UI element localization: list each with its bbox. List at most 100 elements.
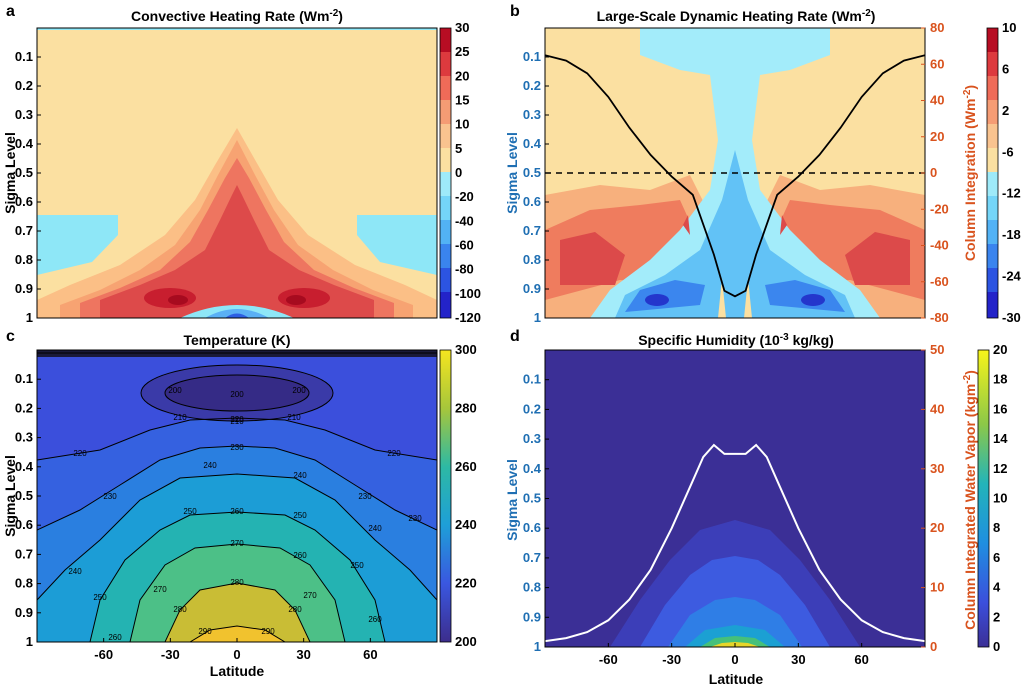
- ytick-label: 0.7: [15, 223, 33, 238]
- contour-label: 230: [358, 492, 372, 501]
- colorbar-tick-label: 25: [455, 44, 469, 59]
- panel-b-title: Large-Scale Dynamic Heating Rate (Wm-2): [597, 8, 876, 24]
- panel-c: c Temperature (K) Sigma Level: [2, 328, 477, 679]
- a-cb-10-15: [440, 100, 451, 124]
- colorbar-tick-label: -30: [1002, 310, 1021, 325]
- panel-a-field: [37, 28, 437, 318]
- contour-label: 250: [93, 593, 107, 602]
- contour-label: 240: [368, 524, 382, 533]
- ytick-label: 0.4: [15, 459, 34, 474]
- colorbar-tick-label: -60: [455, 238, 474, 253]
- colorbar-tick-label: 2: [1002, 103, 1009, 118]
- panel-b-y2label: Column Integration (Wm-2): [962, 85, 978, 261]
- xtick-label: 0: [233, 647, 240, 662]
- ytick-label: 0.2: [523, 401, 541, 416]
- b-surface-warm-left: [718, 278, 726, 318]
- ytick-label: 0.6: [523, 520, 541, 535]
- contour-label: 250: [293, 511, 307, 520]
- a-cb-neg80: [440, 244, 451, 268]
- b-cb-8: [987, 196, 998, 220]
- contour-label: 210: [173, 413, 187, 422]
- a-right-neg-region: [357, 215, 437, 275]
- colorbar-tick-label: 15: [455, 93, 469, 108]
- ytick-label: 0.6: [15, 517, 33, 532]
- panel-d-y2label: Column Integrated Water Vapor (kgm-2): [962, 370, 978, 630]
- panel-letter-b: b: [510, 3, 520, 20]
- contour-label: 240: [68, 567, 82, 576]
- a-cb-neg60: [440, 220, 451, 244]
- b-right-min: [801, 294, 825, 306]
- ytick-label: 0.3: [15, 107, 33, 122]
- y2tick-label: 80: [930, 20, 944, 35]
- panel-a-yaxis: 0.1 0.2 0.3 0.4 0.5 0.6 0.7 0.8 0.9 1: [15, 49, 41, 325]
- b-left-min: [645, 294, 669, 306]
- colorbar-tick-label: 30: [455, 20, 469, 35]
- ytick-label: 0.8: [523, 580, 541, 595]
- ytick-label: 0.7: [15, 546, 33, 561]
- ytick-label: 0.9: [15, 281, 33, 296]
- panel-d-field: [545, 350, 925, 647]
- xtick-label: -30: [161, 647, 180, 662]
- ytick-label: 0.9: [523, 609, 541, 624]
- contour-label: 230: [103, 492, 117, 501]
- c-contour-lines: [37, 352, 437, 642]
- a-cb-20-25: [440, 52, 451, 76]
- y2tick-label: 40: [930, 401, 944, 416]
- c-contour-240: [37, 473, 437, 601]
- contour-label: 280: [173, 605, 187, 614]
- c-band-290: [190, 626, 285, 642]
- ytick-label: 0.1: [523, 372, 541, 387]
- colorbar-tick-label: -12: [1002, 186, 1021, 201]
- y2tick-label: 30: [930, 461, 944, 476]
- ytick-label: 0.3: [15, 430, 33, 445]
- b-column-integration-line: [545, 54, 925, 298]
- xtick-label: 60: [854, 652, 868, 667]
- panel-d-ylabel: Sigma Level: [504, 459, 520, 541]
- y2tick-label: -40: [930, 238, 949, 253]
- ytick-label: 0.1: [15, 49, 33, 64]
- b-left-warm3: [560, 232, 625, 285]
- panel-letter-a: a: [6, 3, 15, 20]
- colorbar-tick-label: 200: [455, 634, 477, 649]
- panel-d-xlabel: Latitude: [709, 671, 764, 687]
- ytick-label: 0.5: [15, 488, 33, 503]
- colorbar-tick-label: 10: [1002, 20, 1016, 35]
- a-cb-neg20: [440, 172, 451, 196]
- c-contour-270: [164, 582, 311, 642]
- ytick-label: 0.8: [15, 576, 33, 591]
- contour-label: 220: [73, 449, 87, 458]
- b-cb-12: [987, 292, 998, 318]
- ytick-label: 0.6: [523, 194, 541, 209]
- panel-b-y2axis: 80 60 40 20 0 -20 -40 -60 -80: [921, 20, 949, 325]
- a-cb-neg120: [440, 292, 451, 318]
- ytick-label: 0.3: [523, 107, 541, 122]
- ytick-label: 0.1: [15, 371, 33, 386]
- xtick-label: -60: [94, 647, 113, 662]
- colorbar-tick-label: 18: [993, 372, 1007, 387]
- contour-label: 210: [230, 417, 244, 426]
- colorbar-tick-label: 16: [993, 401, 1007, 416]
- y2tick-label: 0: [930, 639, 937, 654]
- b-surface-warm-right: [744, 278, 752, 318]
- a-top-strip: [37, 28, 437, 30]
- c-cb-ticks: 300 280 260 240 220 200: [455, 342, 477, 649]
- colorbar-tick-label: 6: [1002, 61, 1009, 76]
- ytick-label: 1: [26, 634, 33, 649]
- xtick-label: 0: [731, 652, 738, 667]
- y2tick-label: -20: [930, 201, 949, 216]
- b-cb-2: [987, 52, 998, 76]
- c-contour-220: [37, 417, 437, 461]
- a-band-20to25: [100, 185, 374, 318]
- contour-label: 290: [198, 627, 212, 636]
- contour-label: 200: [292, 386, 306, 395]
- ytick-label: 0.3: [523, 431, 541, 446]
- panel-c-ylabel: Sigma Level: [2, 455, 18, 537]
- b-cb-10: [987, 244, 998, 268]
- panel-d: d Specific Humidity (10-3 kg/kg) Sigma L…: [504, 328, 1008, 687]
- contour-label: 280: [288, 605, 302, 614]
- colorbar-tick-label: -24: [1002, 269, 1022, 284]
